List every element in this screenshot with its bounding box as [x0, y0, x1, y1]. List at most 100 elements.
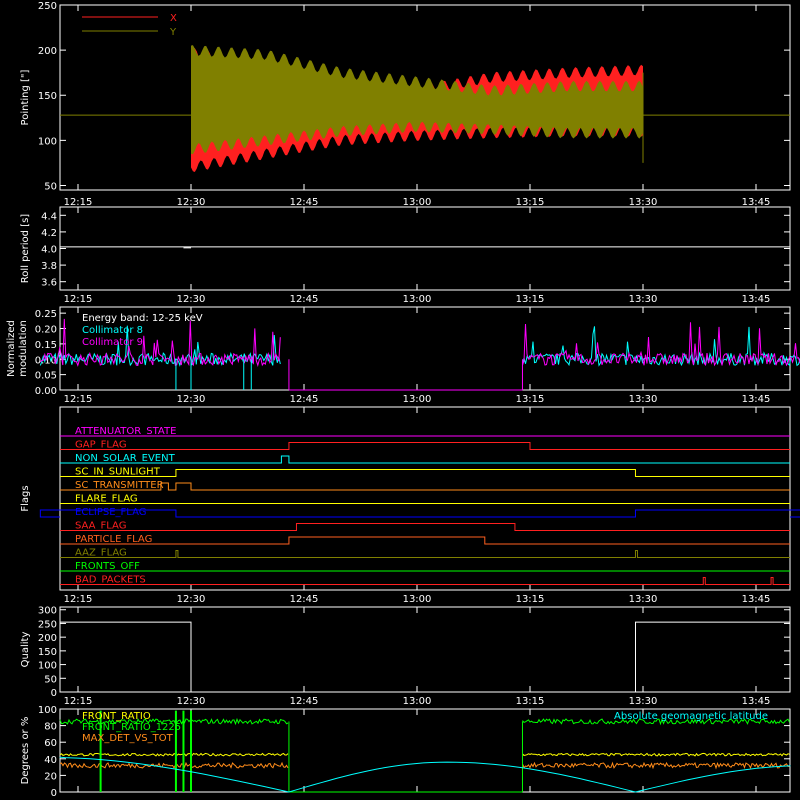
x-tick-label: 13:30: [629, 294, 658, 305]
x-tick-label: 13:15: [516, 394, 545, 405]
y-tick-label: 300: [38, 606, 57, 617]
x-tick-label: 12:15: [64, 394, 93, 405]
flag-label: SC_IN_SUNLIGHT: [75, 467, 161, 478]
flag-line: [60, 550, 790, 558]
x-tick-label: 13:30: [629, 594, 658, 605]
y-tick-label: 50: [44, 181, 57, 192]
panel-frame: [59, 606, 791, 693]
series-front-ratio-1225: [522, 717, 790, 726]
series-front-ratio-1225: [59, 717, 289, 726]
series-collimator-8: [39, 325, 281, 367]
x-tick-label: 12:30: [177, 594, 206, 605]
series-collimator-8: [522, 326, 800, 367]
y-tick-label: 0.05: [35, 371, 57, 382]
y-tick-label: 150: [38, 91, 57, 102]
panel-3: 12:15 12:30 12:45 13:00 13:15 13:30 13:45 Flags…: [20, 406, 800, 605]
y-axis-label: Quality: [20, 632, 31, 668]
y-tick-label: 250: [38, 619, 57, 630]
x-tick-label: 12:45: [290, 394, 319, 405]
y-tick-label: 3.8: [41, 261, 57, 272]
y-tick-label: 100: [38, 136, 57, 147]
x-tick-label: 13:15: [516, 197, 545, 208]
x-tick-label: 12:30: [177, 294, 206, 305]
flag-label: PARTICLE_FLAG: [75, 534, 152, 545]
panel-0: 12:15 12:30 12:45 13:00 13:15 13:30 13:45 50 100…: [20, 1, 791, 208]
flag-label: ECLIPSE_FLAG: [75, 507, 146, 518]
flag-label: FRONTS_OFF: [75, 561, 140, 572]
latitude-annotation: Absolute geomagnetic latitude: [614, 711, 768, 722]
x-tick-label: 12:15: [64, 294, 93, 305]
x-tick-label: 13:30: [629, 696, 658, 707]
series-front-ratio: [522, 752, 790, 757]
y-tick-label: 4.4: [41, 211, 57, 222]
y-tick-label: 4.0: [41, 245, 57, 256]
flag-label: GAP_FLAG: [75, 440, 127, 451]
quality-line: [60, 621, 790, 693]
x-tick-label: 13:30: [629, 197, 658, 208]
flag-line: [60, 442, 790, 450]
x-tick-label: 12:45: [290, 197, 319, 208]
flag-line: [60, 536, 790, 545]
panel-4: 12:15 12:30 12:45 13:00 13:15 13:30 13:45 0 50 10…: [20, 606, 791, 707]
x-tick-label: 12:15: [64, 594, 93, 605]
legend-label: Collimator 8: [82, 325, 143, 336]
y-tick-label: 200: [38, 633, 57, 644]
panel-frame: [59, 206, 791, 291]
legend-label-x: X: [170, 13, 177, 24]
x-tick-label: 13:15: [516, 696, 545, 707]
flag-label: SAA_FLAG: [75, 521, 126, 532]
flag-line: [39, 509, 800, 518]
y-tick-label: 4.2: [41, 228, 57, 239]
x-tick-label: 13:15: [516, 594, 545, 605]
y-tick-label: 0.10: [35, 355, 57, 366]
y-axis-label: Degrees or %: [20, 717, 31, 785]
y-tick-label: 60: [44, 738, 57, 749]
legend-label: Energy band: 12-25 keV: [82, 313, 203, 324]
series-max-det-vs-tot: [59, 761, 289, 769]
legend-label-y: Y: [169, 27, 177, 38]
x-tick-label: 12:45: [290, 294, 319, 305]
panel-2: 12:15 12:30 12:45 13:00 13:15 13:30 13:45 0.00 0…: [6, 306, 800, 405]
series-geomagnetic-latitude: [59, 756, 791, 793]
x-tick-label: 13:30: [629, 394, 658, 405]
x-tick-label: 12:30: [177, 394, 206, 405]
x-tick-label: 13:45: [742, 696, 771, 707]
flag-label: NON_SOLAR_EVENT: [75, 453, 176, 464]
x-tick-label: 12:45: [290, 594, 319, 605]
y-axis-label: Normalized: [6, 320, 17, 377]
x-tick-label: 13:00: [403, 594, 432, 605]
x-tick-label: 13:45: [742, 394, 771, 405]
legend-label: MAX_DET_VS_TOT: [82, 733, 174, 744]
x-tick-label: 12:45: [290, 696, 319, 707]
flag-line: [60, 455, 790, 464]
y-tick-label: 100: [38, 705, 57, 716]
x-tick-label: 13:45: [742, 594, 771, 605]
x-tick-label: 12:30: [177, 197, 206, 208]
x-tick-label: 13:15: [516, 294, 545, 305]
x-tick-label: 13:00: [403, 696, 432, 707]
x-tick-label: 13:45: [742, 197, 771, 208]
flag-line: [60, 482, 790, 491]
y-tick-label: 0.15: [35, 340, 57, 351]
y-tick-label: 0: [51, 688, 57, 699]
legend-label: FRONT_RATIO_1225: [82, 722, 181, 733]
panel-5: 0 20 40 60 80 100 Degrees or % FRONT_RATIOFRONT…: [20, 705, 791, 799]
y-tick-label: 0.25: [35, 309, 57, 320]
flag-label: SC_TRANSMITTER: [75, 480, 164, 491]
panel-frame: [59, 4, 791, 191]
y-tick-label: 20: [44, 771, 57, 782]
y-tick-label: 200: [38, 46, 57, 57]
y-axis-label: Roll period [s]: [20, 214, 31, 283]
x-tick-label: 13:00: [403, 394, 432, 405]
y-tick-label: 100: [38, 661, 57, 672]
y-tick-label: 40: [44, 755, 57, 766]
y-tick-label: 80: [44, 722, 57, 733]
series-collimator-9: [39, 318, 281, 367]
flag-line: [60, 577, 790, 585]
y-tick-label: 250: [38, 1, 57, 12]
y-tick-label: 0: [51, 788, 57, 799]
flag-label: FLARE_FLAG: [75, 494, 138, 505]
y-tick-label: 0.20: [35, 325, 57, 336]
series-front-ratio: [59, 752, 289, 757]
